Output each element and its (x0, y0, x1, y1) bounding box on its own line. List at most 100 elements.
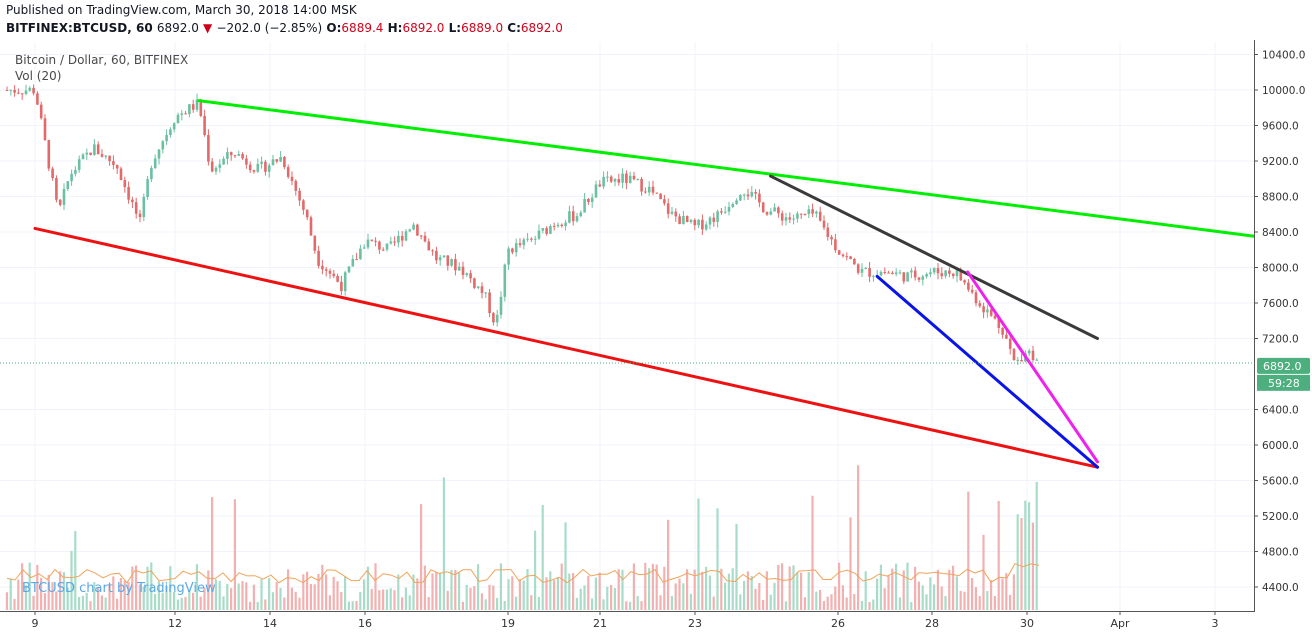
volume-bar (207, 570, 210, 610)
volume-bar (480, 593, 483, 610)
candle (587, 198, 590, 205)
published-line: Published on TradingView.com, March 30, … (6, 3, 357, 17)
candle (442, 255, 446, 258)
red-trend-line[interactable] (33, 226, 1099, 469)
volume-bar (423, 565, 426, 610)
candle (917, 277, 921, 283)
candle (435, 246, 438, 264)
volume-bar (195, 564, 198, 610)
candle (184, 110, 187, 115)
volume-bar (93, 582, 96, 610)
volume-bar (587, 575, 590, 610)
candle (332, 270, 336, 279)
candle (343, 270, 347, 296)
candle (119, 166, 123, 181)
candle (112, 155, 115, 170)
axes: 10400.0 10000.0 9600.0 9200.0 8800.0 8400.0 80… (0, 40, 1312, 637)
volume-bar (85, 592, 88, 610)
volume-bar (849, 517, 852, 610)
price-tick-label: 5200.0 (1262, 511, 1299, 523)
price-tick-label: 9600.0 (1262, 121, 1299, 133)
volume-bar (1001, 578, 1004, 610)
volume-bar (940, 586, 943, 610)
candle (602, 171, 605, 190)
volume-bar (537, 597, 540, 610)
candle (556, 222, 560, 228)
candle (883, 267, 887, 275)
time-tick-label: 19 (501, 617, 515, 630)
magenta-trend-line[interactable] (966, 270, 1099, 464)
candle (731, 202, 735, 209)
volume-bar (746, 571, 749, 610)
volume-bar (279, 587, 282, 610)
candle (856, 263, 860, 275)
candle (214, 165, 218, 175)
candle (195, 93, 199, 113)
candle (1001, 327, 1004, 339)
candle (381, 247, 385, 252)
candle (77, 155, 81, 173)
volume-bar (382, 589, 385, 610)
volume-bar (499, 563, 502, 610)
candle (549, 224, 552, 235)
volume-bar (150, 562, 153, 610)
volume-bar (116, 598, 119, 610)
time-tick-label: 28 (925, 617, 939, 630)
volume-bar (298, 597, 301, 610)
candle (632, 171, 636, 181)
volume-bar (807, 572, 810, 610)
volume-bar (135, 565, 138, 610)
candle (85, 148, 89, 160)
volume-bar (549, 571, 552, 610)
price-tick-label: 6400.0 (1262, 405, 1299, 417)
candle (24, 84, 28, 96)
series-legend[interactable]: Bitcoin / Dollar, 60, BITFINEX (15, 53, 189, 67)
volume-bar (275, 582, 278, 610)
volume-bar (123, 580, 126, 610)
green-trend-line[interactable] (197, 99, 1265, 239)
candle (96, 141, 100, 155)
volume-bar (477, 564, 480, 610)
volume-bar (997, 501, 1000, 610)
candle (906, 271, 909, 282)
time-tick-label: 12 (168, 617, 182, 630)
candle (788, 212, 792, 223)
volume-bar (678, 578, 681, 610)
price-change: −202.0 (−2.85%) (216, 21, 323, 35)
candle (780, 210, 784, 226)
candle (461, 261, 465, 280)
candle (978, 300, 982, 308)
volume-bar (1031, 522, 1034, 610)
candle (267, 163, 271, 178)
volume-bar (955, 576, 958, 610)
volume-bar (28, 562, 31, 610)
black-trend-line[interactable] (768, 174, 1099, 340)
symbol-info-line: BITFINEX:BTCUSD, 60 6892.0 ▼ −202.0 (−2.… (6, 21, 563, 35)
candle (746, 188, 750, 200)
volume-bar (784, 601, 787, 610)
candle (830, 234, 833, 245)
volume-bar (222, 596, 225, 610)
candle (450, 258, 453, 268)
candle (598, 180, 602, 188)
trend-lines[interactable] (33, 99, 1265, 469)
volume-bar (226, 584, 229, 610)
volume-bar (351, 601, 354, 610)
candle (264, 159, 267, 176)
candle (666, 198, 670, 219)
volume-bar (511, 576, 514, 610)
volume-bar (978, 596, 981, 610)
price-tick-label: 4400.0 (1262, 582, 1299, 594)
volume-bar (811, 495, 814, 610)
volume-bar (701, 571, 704, 610)
volume-bar (959, 590, 962, 610)
candle (704, 221, 708, 232)
blue-trend-line[interactable] (875, 274, 1099, 469)
volume-legend[interactable]: Vol (20) (15, 69, 62, 83)
candle (419, 235, 423, 240)
candle (701, 214, 704, 236)
volume-bar (503, 601, 506, 610)
price-axis[interactable] (1254, 40, 1312, 637)
candle (815, 210, 818, 218)
